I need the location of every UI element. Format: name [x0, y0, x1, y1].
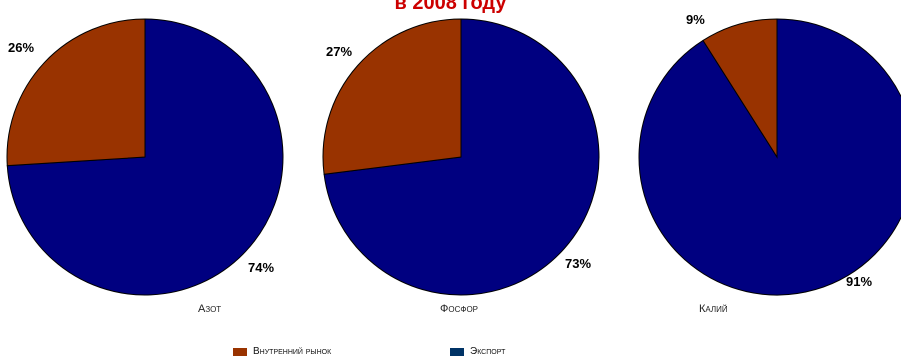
- pie-2-name: Калий: [699, 303, 728, 315]
- legend-label-export: Экспорт: [470, 346, 506, 357]
- legend-swatch-domestic: [233, 347, 247, 356]
- legend-label-domestic: Внутренний рынок: [253, 346, 332, 357]
- pie-0-name: Азот: [198, 303, 221, 315]
- pie-1-name: Фосфор: [440, 303, 478, 315]
- legend-item-domestic: Внутренний рынок: [233, 346, 331, 357]
- pie-0-label-export: 74%: [248, 260, 274, 275]
- pie-0-label-domestic: 26%: [8, 40, 34, 55]
- pie-2-label-domestic: 9%: [686, 12, 705, 27]
- pie-2-slice-export: [638, 18, 901, 296]
- pie-2-label-export: 91%: [846, 274, 872, 289]
- pie-2-slice-domestic: [702, 18, 778, 159]
- pie-1-label-export: 73%: [565, 256, 591, 271]
- chart-title: в 2008 году: [394, 0, 507, 14]
- pie-1-label-domestic: 27%: [326, 44, 352, 59]
- pie-1-slice-domestic: [322, 18, 462, 175]
- legend-item-export: Экспорт: [450, 346, 505, 357]
- pie-0-slice-domestic: [6, 18, 146, 167]
- pie-1-slice-export: [323, 18, 600, 296]
- legend-swatch-export: [450, 347, 464, 356]
